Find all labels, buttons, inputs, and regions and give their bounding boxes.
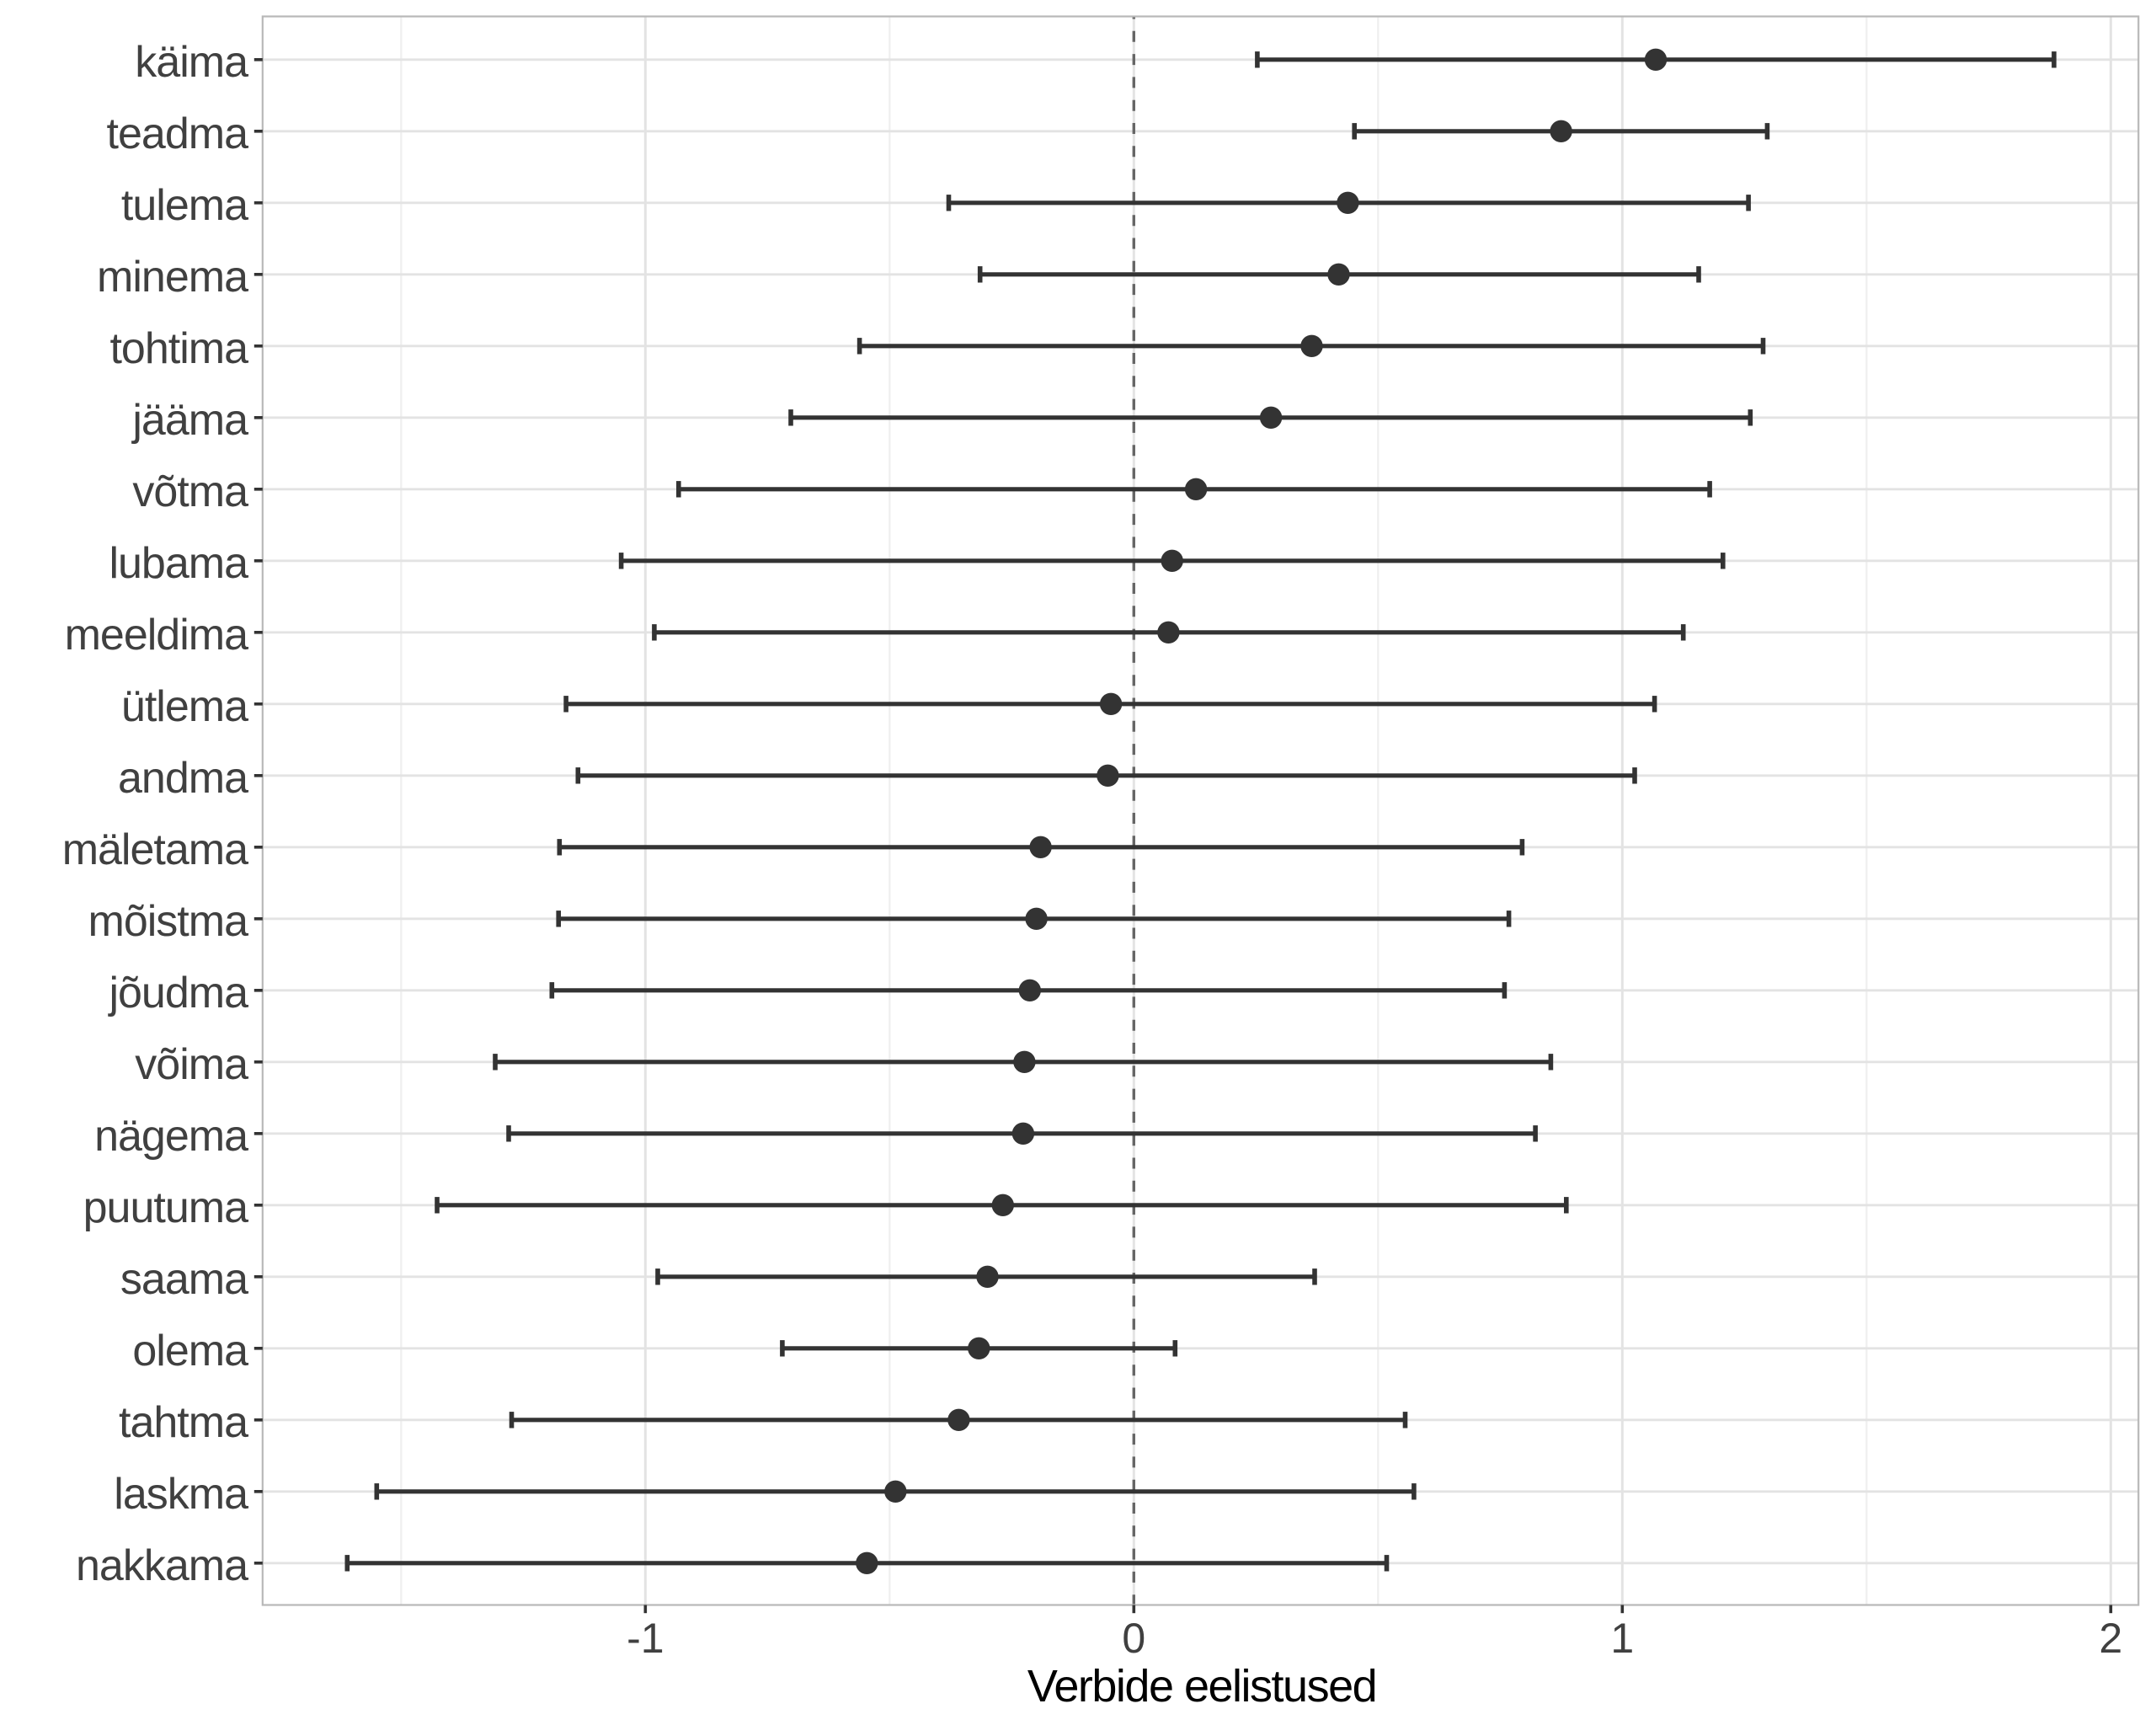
svg-text:Verbide eelistused: Verbide eelistused bbox=[1027, 1661, 1376, 1712]
svg-text:tahtma: tahtma bbox=[119, 1398, 248, 1447]
svg-text:võtma: võtma bbox=[132, 467, 248, 516]
svg-text:lubama: lubama bbox=[109, 539, 248, 588]
svg-text:jääma: jääma bbox=[131, 396, 248, 445]
svg-text:võima: võima bbox=[135, 1040, 248, 1089]
svg-text:nakkama: nakkama bbox=[76, 1541, 248, 1590]
svg-text:olema: olema bbox=[132, 1327, 248, 1375]
svg-text:ütlema: ütlema bbox=[121, 682, 248, 731]
svg-text:minema: minema bbox=[97, 253, 248, 302]
svg-text:meeldima: meeldima bbox=[65, 611, 248, 660]
svg-text:käima: käima bbox=[135, 38, 248, 87]
svg-text:saama: saama bbox=[120, 1255, 248, 1304]
svg-text:0: 0 bbox=[1122, 1615, 1145, 1662]
svg-text:jõudma: jõudma bbox=[107, 969, 248, 1017]
svg-text:-1: -1 bbox=[627, 1615, 664, 1662]
svg-text:mõistma: mõistma bbox=[88, 897, 249, 946]
svg-text:nägema: nägema bbox=[94, 1112, 248, 1161]
svg-text:laskma: laskma bbox=[114, 1470, 248, 1519]
svg-text:1: 1 bbox=[1610, 1615, 1634, 1662]
svg-text:puutuma: puutuma bbox=[83, 1183, 248, 1232]
svg-text:2: 2 bbox=[2099, 1615, 2122, 1662]
svg-text:tohtima: tohtima bbox=[109, 324, 248, 373]
svg-text:tulema: tulema bbox=[121, 181, 248, 230]
svg-text:andma: andma bbox=[118, 754, 248, 803]
svg-text:teadma: teadma bbox=[107, 109, 249, 158]
svg-text:mäletama: mäletama bbox=[62, 825, 248, 874]
